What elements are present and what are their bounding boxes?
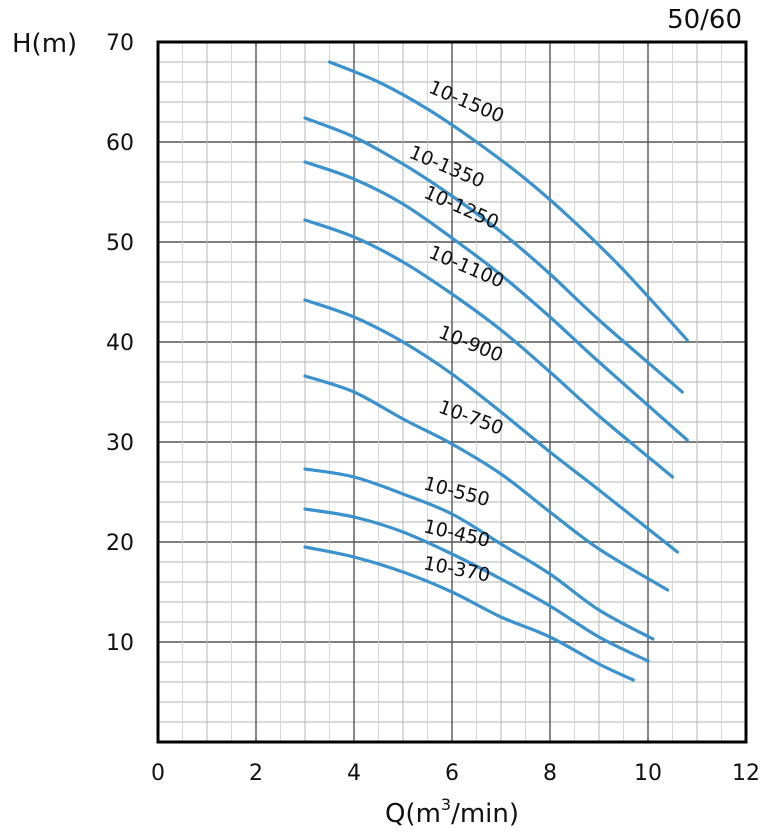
x-axis-title-prefix: Q(m — [385, 799, 441, 829]
tick-labels: 0 2 4 6 8 10 12 10 20 30 40 50 60 70 — [106, 31, 760, 786]
curve-10-1100 — [303, 218, 675, 479]
y-tick-label: 30 — [106, 431, 134, 456]
y-tick-label: 20 — [106, 531, 134, 556]
x-tick-label: 6 — [445, 761, 459, 786]
curve-10-750 — [303, 374, 670, 592]
x-tick-label: 4 — [347, 761, 361, 786]
curve-label-10-750: 10-750 — [436, 396, 507, 440]
curve-10-1500 — [327, 60, 689, 342]
y-tick-label: 50 — [106, 231, 134, 256]
curve-label-10-450: 10-450 — [421, 515, 492, 552]
curve-10-1350 — [303, 116, 684, 394]
y-axis-title: H(m) — [12, 29, 77, 59]
corner-label: 50/60 — [667, 5, 742, 35]
x-axis-title: Q(m3/min) — [385, 795, 519, 829]
curve-10-900 — [303, 298, 679, 554]
x-tick-label: 12 — [732, 761, 760, 786]
grid — [158, 42, 746, 742]
y-tick-label: 70 — [106, 31, 134, 56]
curve-label-10-900: 10-900 — [435, 321, 506, 367]
x-axis-title-sup: 3 — [441, 795, 451, 814]
curve-10-1250 — [303, 160, 689, 442]
y-tick-label: 40 — [106, 331, 134, 356]
curve-label-10-1350: 10-1350 — [406, 141, 488, 192]
curve-10-550 — [303, 467, 655, 641]
x-tick-label: 2 — [249, 761, 263, 786]
x-tick-label: 0 — [151, 761, 165, 786]
x-axis-title-suffix: /min) — [451, 799, 519, 829]
curve-10-370 — [303, 545, 635, 682]
curves — [303, 60, 689, 682]
x-tick-label: 8 — [543, 761, 557, 786]
y-tick-label: 60 — [106, 131, 134, 156]
y-tick-label: 10 — [106, 631, 134, 656]
x-tick-label: 10 — [634, 761, 662, 786]
plot-frame — [156, 40, 748, 744]
curve-10-450 — [303, 507, 650, 663]
